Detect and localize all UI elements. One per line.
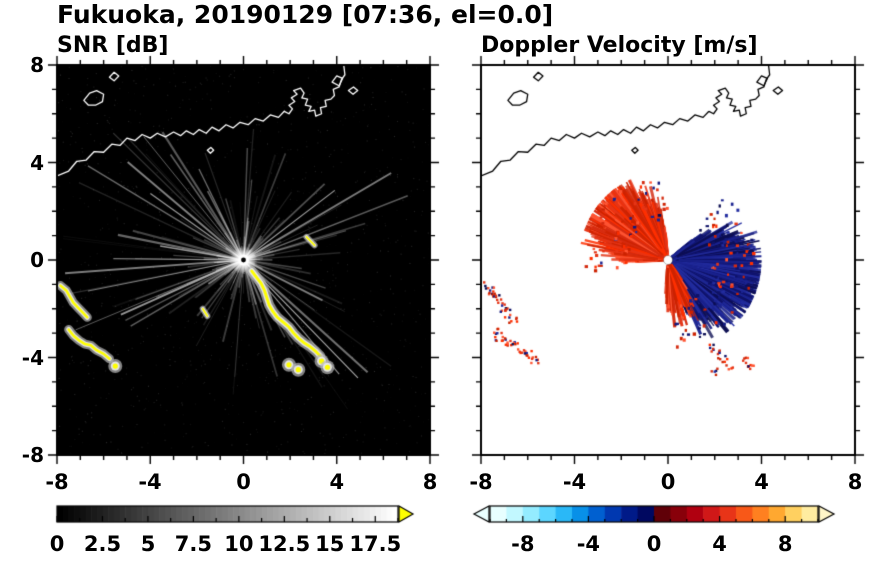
snr-colorbar-label: 5 [140, 532, 156, 556]
doppler-colorbar-label: 4 [712, 532, 727, 556]
doppler-x-tick-label: -4 [562, 470, 587, 494]
snr-x-tick-label: 8 [422, 470, 438, 494]
snr-colorbar-label: 0 [49, 532, 65, 556]
snr-y-tick-label: 8 [30, 53, 44, 77]
doppler-x-tick-label: 4 [754, 470, 769, 494]
snr-colorbar-label: 17.5 [349, 532, 402, 556]
snr-colorbar [45, 500, 430, 530]
snr-colorbar-label: 15 [315, 532, 345, 556]
doppler-colorbar-label: 8 [777, 532, 793, 556]
doppler-colorbar-label: 0 [646, 532, 662, 556]
snr-y-tick-label: -8 [21, 443, 44, 467]
snr-colorbar-label: 7.5 [174, 532, 212, 556]
doppler-plot [469, 53, 867, 467]
snr-x-tick-label: -4 [138, 470, 162, 494]
snr-y-tick-label: 0 [30, 248, 44, 272]
doppler-x-tick-label: -8 [469, 470, 493, 494]
snr-plot [45, 53, 442, 467]
doppler-x-tick-label: 8 [847, 470, 863, 494]
snr-colorbar-label: 2.5 [83, 532, 122, 556]
snr-colorbar-label: 10 [224, 532, 254, 556]
snr-x-tick-label: -8 [45, 470, 69, 494]
doppler-colorbar-label: -8 [511, 532, 535, 556]
snr-x-tick-label: 4 [329, 470, 345, 494]
snr-colorbar-label: 12.5 [258, 532, 311, 556]
snr-y-tick-label: 4 [30, 150, 44, 175]
snr-y-tick-label: -4 [21, 345, 44, 370]
figure-title: Fukuoka, 20190129 [07:36, el=0.0] [57, 0, 554, 29]
doppler-colorbar [455, 500, 855, 530]
doppler-colorbar-label: -4 [576, 532, 601, 556]
snr-x-tick-label: 0 [236, 470, 251, 494]
doppler-x-tick-label: 0 [660, 470, 676, 494]
